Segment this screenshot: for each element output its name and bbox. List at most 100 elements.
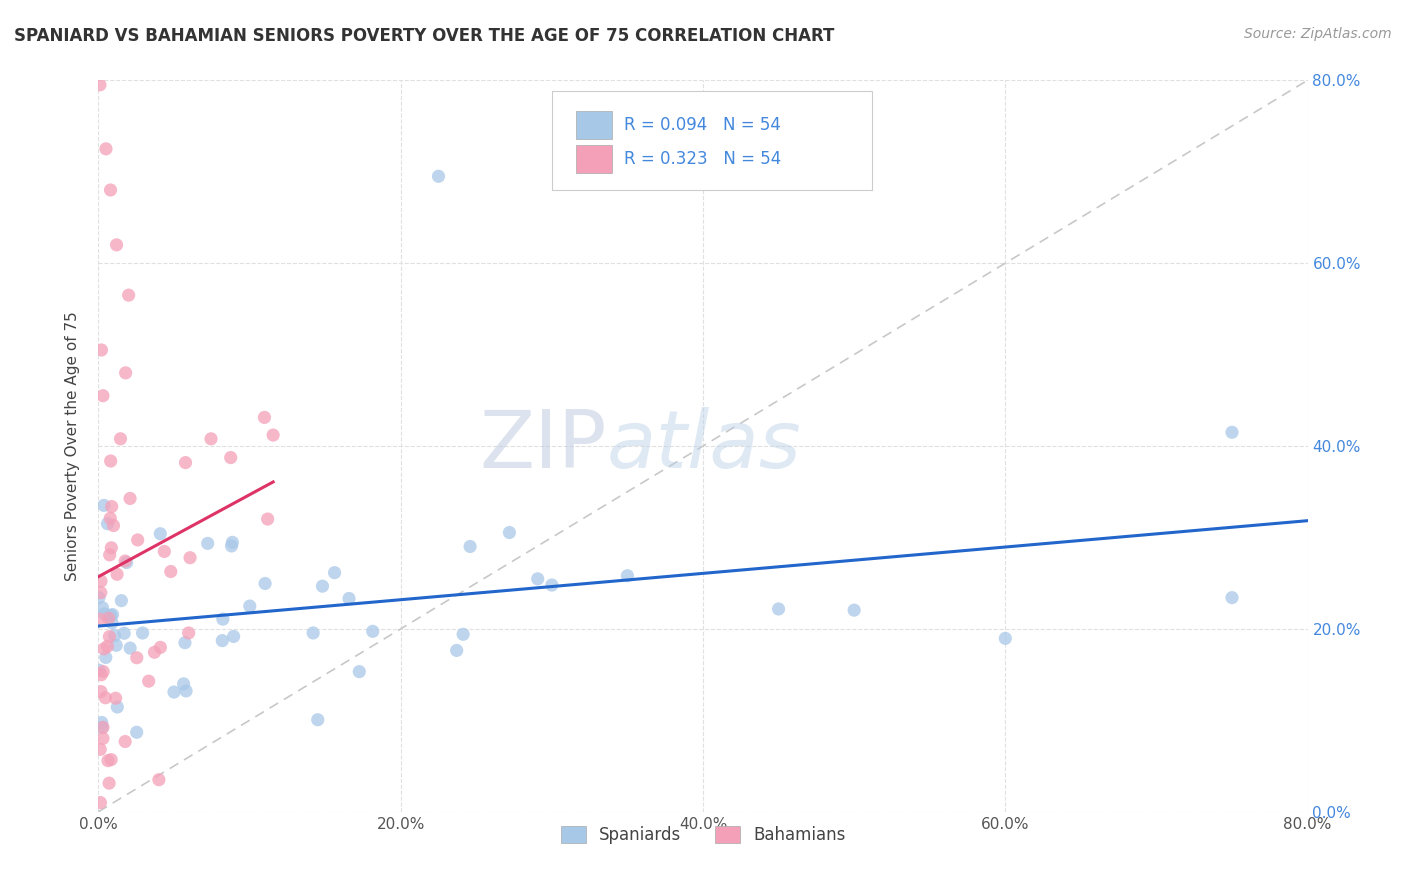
Legend: Spaniards, Bahamians: Spaniards, Bahamians xyxy=(554,820,852,851)
Text: R = 0.323   N = 54: R = 0.323 N = 54 xyxy=(624,150,782,169)
Point xyxy=(302,626,325,640)
Point xyxy=(262,428,284,442)
Point xyxy=(526,572,548,586)
Point xyxy=(91,665,114,679)
Point xyxy=(219,450,242,465)
Point xyxy=(200,432,222,446)
Point xyxy=(91,389,114,403)
Point xyxy=(1220,591,1243,605)
Point xyxy=(94,142,117,156)
Point xyxy=(212,612,235,626)
Point xyxy=(120,641,142,656)
Point xyxy=(90,343,112,357)
Point xyxy=(105,700,128,714)
Point xyxy=(118,288,141,302)
Point xyxy=(91,721,114,735)
Point xyxy=(221,535,243,549)
Point xyxy=(97,754,120,768)
Text: Source: ZipAtlas.com: Source: ZipAtlas.com xyxy=(1244,27,1392,41)
Point xyxy=(311,579,333,593)
Point xyxy=(94,690,117,705)
Point xyxy=(994,632,1017,646)
Point xyxy=(768,602,790,616)
Point xyxy=(97,611,120,625)
Point xyxy=(112,626,135,640)
Point xyxy=(254,576,277,591)
Point xyxy=(153,544,176,558)
Point xyxy=(90,585,112,599)
Point xyxy=(498,525,520,540)
Point xyxy=(101,615,124,630)
Bar xyxy=(576,145,613,173)
Point xyxy=(197,536,219,550)
Point xyxy=(100,183,122,197)
Point xyxy=(100,753,122,767)
Y-axis label: Seniors Poverty Over the Age of 75: Seniors Poverty Over the Age of 75 xyxy=(65,311,80,581)
Point xyxy=(256,512,278,526)
Text: atlas: atlas xyxy=(606,407,801,485)
Point xyxy=(89,742,111,756)
Point xyxy=(100,500,122,514)
Point xyxy=(361,624,384,639)
Point xyxy=(100,454,122,468)
Point xyxy=(616,568,638,582)
Point xyxy=(174,684,197,698)
Point xyxy=(100,541,122,555)
Point xyxy=(143,645,166,659)
Point xyxy=(90,668,112,682)
Point xyxy=(93,641,115,656)
Point xyxy=(127,533,149,547)
Point xyxy=(114,734,136,748)
Point xyxy=(114,366,136,380)
Point xyxy=(93,499,115,513)
Point xyxy=(177,626,200,640)
Point xyxy=(446,643,468,657)
Point xyxy=(94,650,117,665)
Point xyxy=(105,567,128,582)
Point xyxy=(105,238,128,252)
Point xyxy=(323,566,346,580)
Point xyxy=(110,432,132,446)
Point xyxy=(96,640,118,654)
Point xyxy=(105,638,128,652)
Point xyxy=(131,626,153,640)
Point xyxy=(90,715,112,730)
Point xyxy=(90,684,112,698)
Point xyxy=(159,565,181,579)
Point xyxy=(337,591,360,606)
Point xyxy=(179,550,201,565)
Point xyxy=(115,556,138,570)
Point xyxy=(173,677,195,691)
Point xyxy=(98,630,121,644)
Point xyxy=(149,640,172,655)
Point xyxy=(90,574,112,589)
Point xyxy=(307,713,329,727)
Point xyxy=(93,607,115,621)
Point xyxy=(100,608,122,623)
Point xyxy=(110,593,132,607)
Point xyxy=(211,633,233,648)
Point xyxy=(174,636,197,650)
Point xyxy=(451,627,474,641)
Point xyxy=(125,650,148,665)
Point xyxy=(163,685,186,699)
Point xyxy=(91,720,114,734)
Point xyxy=(98,511,121,525)
Text: R = 0.094   N = 54: R = 0.094 N = 54 xyxy=(624,116,782,134)
Bar xyxy=(576,111,613,139)
Point xyxy=(427,169,450,184)
Point xyxy=(98,776,121,790)
Point xyxy=(458,540,481,554)
Point xyxy=(89,78,111,92)
Point xyxy=(239,599,262,613)
Point xyxy=(149,526,172,541)
Point xyxy=(253,410,276,425)
Point xyxy=(540,578,562,592)
Point xyxy=(349,665,371,679)
Point xyxy=(87,663,110,677)
Point xyxy=(174,456,197,470)
Point xyxy=(101,607,124,622)
FancyBboxPatch shape xyxy=(551,91,872,190)
Point xyxy=(89,612,111,626)
Point xyxy=(96,516,118,531)
